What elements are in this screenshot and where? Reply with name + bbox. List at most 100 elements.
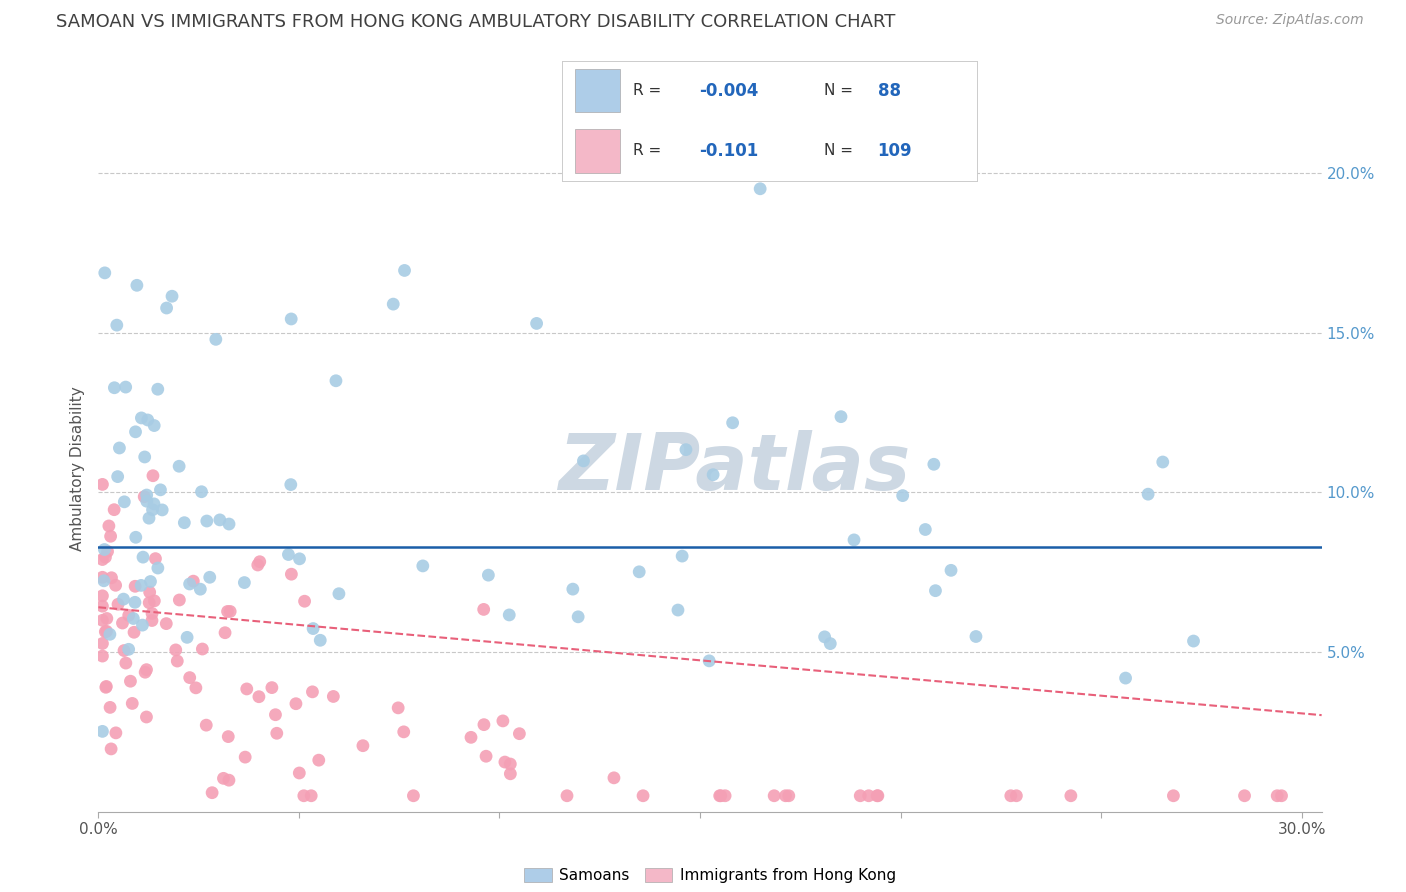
Point — [460, 731, 482, 745]
Point — [218, 516, 240, 531]
Point — [288, 551, 311, 566]
Point — [122, 611, 145, 625]
Text: Source: ZipAtlas.com: Source: ZipAtlas.com — [1216, 13, 1364, 28]
Point — [382, 297, 405, 311]
Point — [212, 772, 235, 786]
Point — [219, 604, 242, 618]
Point — [155, 301, 177, 315]
Point — [134, 450, 156, 464]
Point — [120, 674, 142, 689]
Point — [195, 514, 218, 528]
Point — [141, 614, 163, 628]
Point — [412, 558, 434, 573]
Point — [91, 477, 114, 491]
Y-axis label: Ambulatory Disability: Ambulatory Disability — [70, 386, 86, 550]
Text: SAMOAN VS IMMIGRANTS FROM HONG KONG AMBULATORY DISABILITY CORRELATION CHART: SAMOAN VS IMMIGRANTS FROM HONG KONG AMBU… — [56, 13, 896, 31]
Point — [96, 624, 118, 639]
Point — [572, 454, 595, 468]
Point — [138, 585, 160, 599]
Point — [173, 516, 195, 530]
Point — [280, 312, 302, 326]
Point — [195, 718, 218, 732]
Point — [181, 574, 204, 589]
Point — [472, 602, 495, 616]
Point — [763, 789, 786, 803]
Point — [104, 578, 127, 592]
Point — [555, 789, 578, 803]
Point — [112, 495, 135, 509]
Point — [188, 582, 211, 597]
Point — [100, 571, 122, 585]
Text: 88: 88 — [877, 82, 901, 100]
Point — [149, 483, 172, 497]
Point — [143, 497, 166, 511]
Point — [214, 625, 236, 640]
Point — [820, 637, 842, 651]
Point — [508, 727, 530, 741]
Point — [830, 409, 852, 424]
Point — [112, 643, 135, 657]
Point — [141, 503, 163, 517]
Point — [134, 490, 156, 504]
Point — [1182, 634, 1205, 648]
Point — [325, 374, 347, 388]
Point — [135, 663, 157, 677]
Point — [218, 773, 240, 788]
Point — [100, 742, 122, 756]
Point — [309, 633, 332, 648]
Point — [475, 749, 498, 764]
Point — [292, 789, 315, 803]
Point — [233, 750, 256, 764]
Point — [1115, 671, 1137, 685]
Point — [1005, 789, 1028, 803]
Point — [91, 599, 114, 614]
Point — [97, 519, 120, 533]
Point — [499, 757, 522, 772]
Point — [121, 697, 143, 711]
Point — [135, 494, 157, 508]
Point — [266, 726, 288, 740]
Point — [176, 631, 198, 645]
Point — [249, 555, 271, 569]
Point — [141, 607, 163, 621]
Point — [184, 681, 207, 695]
Point — [191, 642, 214, 657]
Point — [114, 380, 136, 394]
Point — [142, 468, 165, 483]
Point — [103, 381, 125, 395]
Point — [247, 690, 270, 704]
Point — [96, 544, 118, 558]
Point — [526, 317, 548, 331]
Point — [115, 656, 138, 670]
Point — [91, 589, 114, 603]
Point — [118, 608, 141, 623]
Point — [561, 582, 583, 596]
Point — [165, 643, 187, 657]
Point — [179, 671, 201, 685]
Point — [702, 467, 724, 482]
Point — [198, 570, 221, 584]
Point — [96, 680, 118, 694]
Point — [260, 681, 283, 695]
Point — [135, 710, 157, 724]
Point — [233, 575, 256, 590]
Point — [122, 625, 145, 640]
Text: N =: N = — [824, 144, 858, 159]
Point — [107, 597, 129, 611]
Point — [98, 627, 121, 641]
Point — [858, 789, 880, 803]
Point — [91, 570, 114, 584]
Point — [494, 755, 516, 769]
Point — [477, 568, 499, 582]
Point — [965, 630, 987, 644]
Point — [284, 697, 307, 711]
Point — [167, 459, 190, 474]
Point — [1270, 789, 1292, 803]
Point — [98, 700, 121, 714]
Point — [675, 442, 697, 457]
Point — [813, 630, 835, 644]
Point — [924, 583, 946, 598]
Point — [1265, 789, 1288, 803]
Point — [922, 457, 945, 471]
Point — [139, 574, 162, 589]
